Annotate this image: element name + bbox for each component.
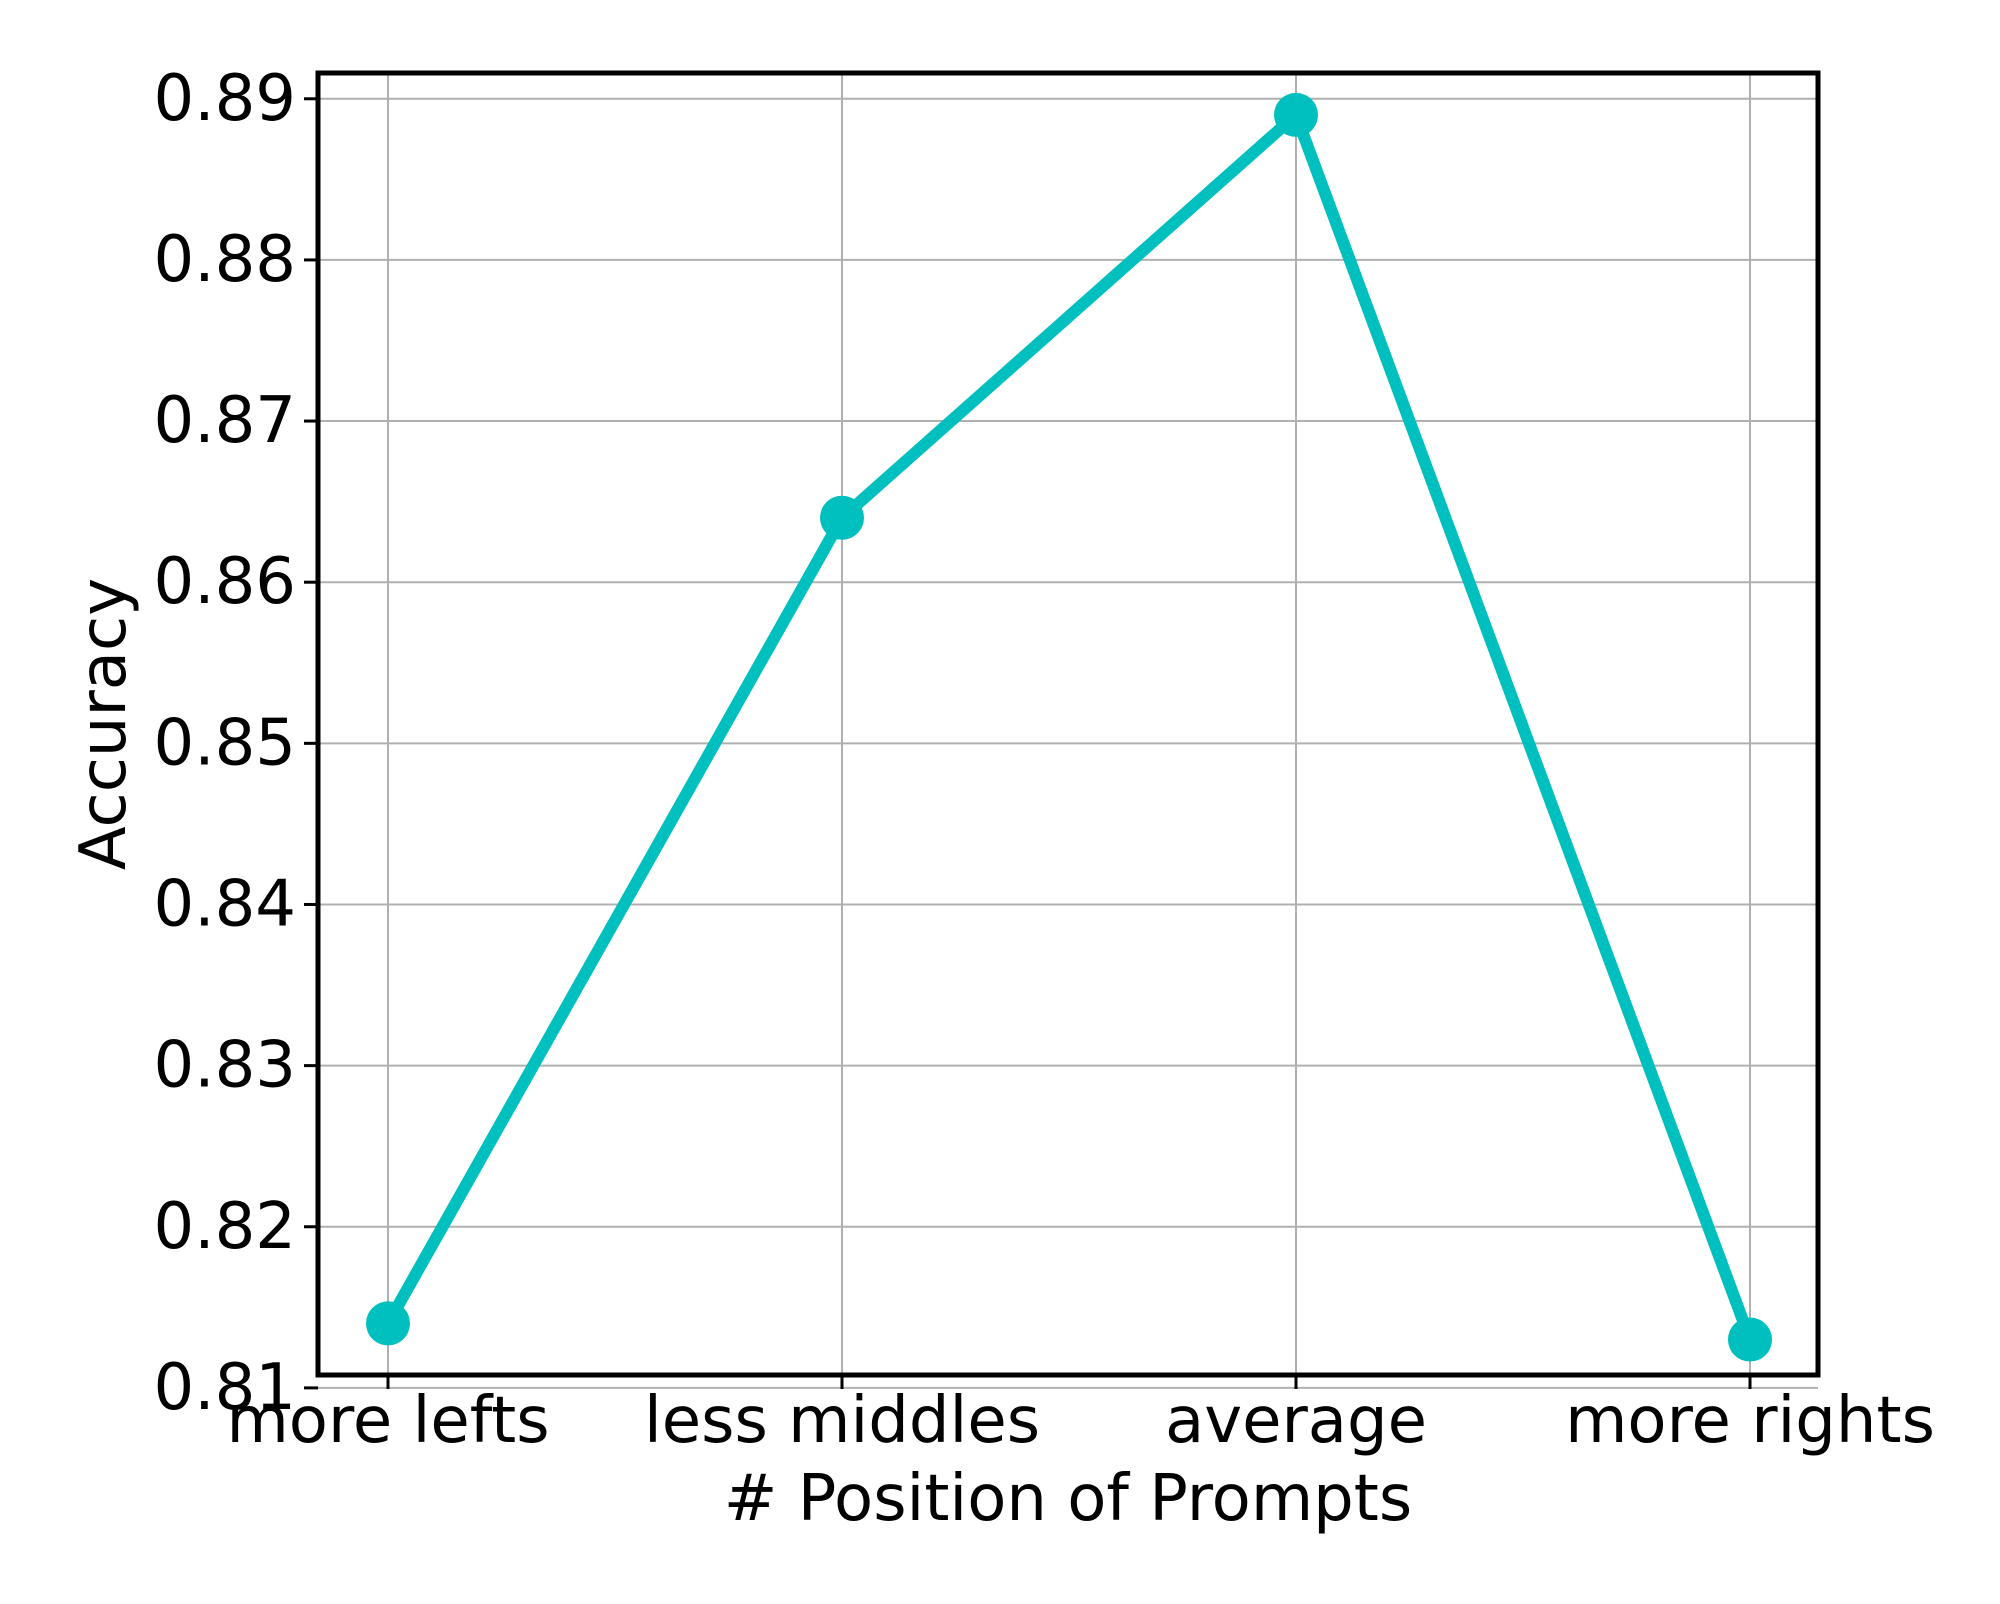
y-tick-label: 0.85 [154,706,297,780]
y-tick-label: 0.84 [154,867,297,941]
series-line [382,108,1756,1346]
y-axis-label: Accuracy [67,578,141,870]
grid-layer [318,73,1818,1389]
data-point-marker [1728,1317,1772,1362]
tick-layer: 0.81 0.82 0.83 0.84 0.85 0.86 0.87 0.88 0.89 more… [154,62,1935,1458]
x-axis-label: # Position of Prompts [724,1462,1412,1536]
y-tick-label: 0.89 [154,62,297,136]
x-tick-label: average [1165,1384,1427,1458]
data-point-marker [1274,92,1318,137]
plot-frame [315,70,1821,1378]
y-tick-label: 0.82 [154,1190,297,1264]
y-tick-label: 0.81 [154,1351,297,1425]
data-point-marker [366,1301,410,1346]
data-point-marker [820,495,864,540]
y-tick-label: 0.88 [154,223,297,297]
y-tick-label: 0.86 [154,545,297,619]
x-tick-label: more rights [1565,1384,1935,1458]
y-tick-label: 0.87 [154,384,297,458]
x-tick-label: more lefts [226,1384,549,1458]
series-layer [366,92,1772,1362]
x-tick-label: less middles [644,1384,1040,1458]
y-tick-label: 0.83 [154,1029,297,1103]
